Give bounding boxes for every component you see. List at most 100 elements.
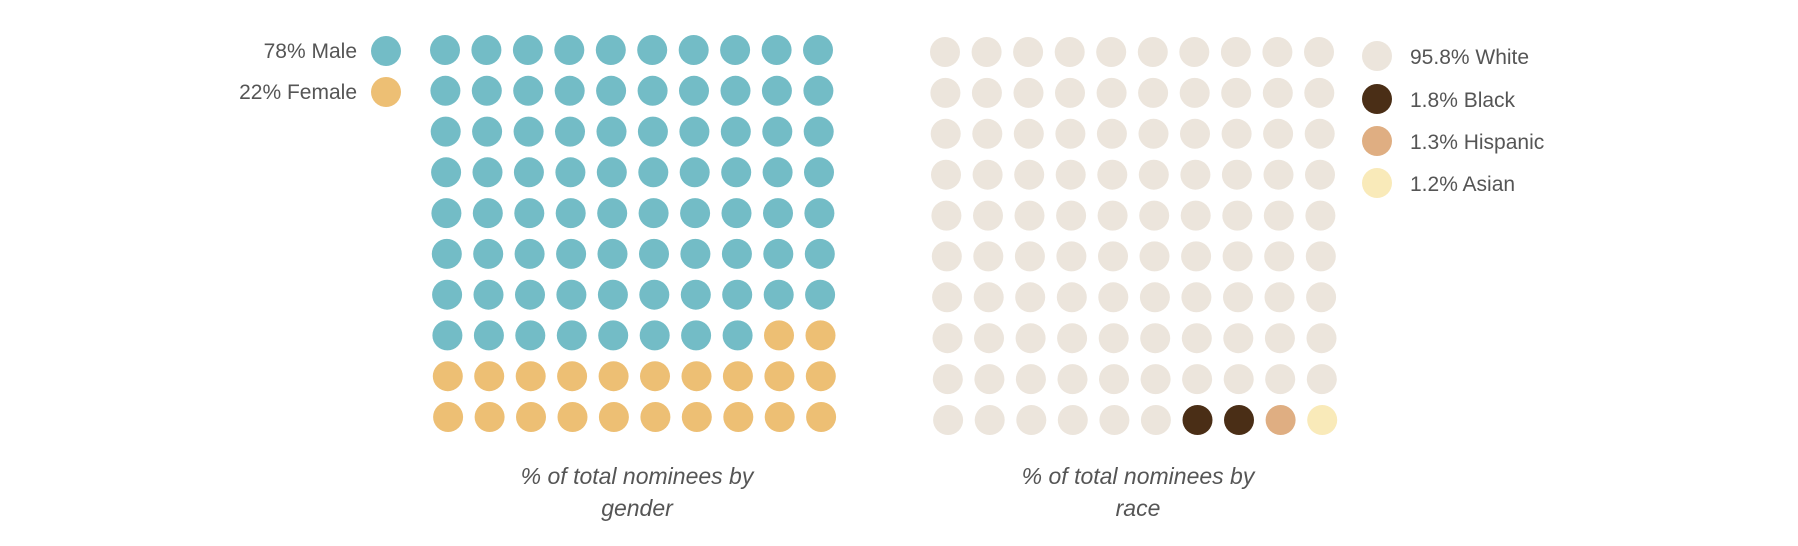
- race-dot-white: [1220, 37, 1251, 67]
- gender-dot-male: [720, 35, 751, 65]
- gender-dot-male: [762, 157, 793, 188]
- legend-swatch-hispanic: [1362, 126, 1392, 156]
- gender-dot-male: [763, 198, 793, 229]
- gender-dot-male: [597, 238, 628, 269]
- gender-dot-female: [806, 402, 837, 432]
- race-waffle-grid: [930, 37, 1338, 435]
- race-dot-white: [1098, 282, 1129, 313]
- race-dot-black: [1224, 405, 1254, 435]
- gender-dot-male: [762, 116, 793, 147]
- race-dot-white: [1056, 200, 1087, 231]
- legend-label-hispanic: 1.3% Hispanic: [1410, 131, 1544, 154]
- race-dot-white: [1305, 200, 1336, 231]
- gender-dot-male: [680, 238, 711, 269]
- race-dot-white: [1263, 159, 1294, 190]
- gender-dot-female: [640, 402, 671, 432]
- legend-label-white: 95.8% White: [1410, 46, 1529, 69]
- race-dot-white: [1223, 282, 1253, 313]
- gender-chart-caption-line2: gender: [601, 495, 674, 521]
- race-dot-white: [1096, 37, 1127, 67]
- race-dot-white: [1222, 200, 1253, 231]
- gender-dot-male: [514, 198, 545, 229]
- gender-dot-male: [512, 35, 543, 65]
- race-dot-white: [1097, 200, 1128, 231]
- race-dot-asian: [1307, 405, 1338, 435]
- gender-chart-caption-line1: % of total nominees by: [521, 463, 755, 489]
- race-dot-white: [1096, 77, 1127, 108]
- gender-dot-male: [804, 238, 835, 269]
- gender-dot-male: [637, 75, 668, 106]
- gender-dot-female: [557, 361, 588, 392]
- gender-dot-male: [761, 35, 792, 65]
- race-dot-white: [930, 118, 961, 149]
- gender-dot-male: [761, 75, 792, 106]
- gender-dot-male: [596, 116, 627, 147]
- gender-dot-female: [681, 361, 712, 392]
- gender-dot-male: [472, 116, 503, 147]
- gender-dot-male: [763, 279, 794, 310]
- race-dot-white: [1014, 241, 1045, 272]
- gender-dot-male: [637, 116, 668, 147]
- gender-dot-male: [722, 279, 753, 310]
- gender-dot-male: [432, 320, 463, 351]
- race-dot-white: [1138, 118, 1169, 149]
- gender-dot-female: [557, 402, 588, 432]
- race-dot-white: [1138, 159, 1169, 190]
- race-dot-white: [932, 323, 963, 354]
- gender-dot-female: [474, 361, 505, 392]
- gender-dot-male: [515, 279, 545, 310]
- gender-dot-male: [637, 35, 668, 65]
- gender-dot-male: [595, 35, 626, 65]
- race-dot-white: [972, 159, 1003, 190]
- gender-dot-male: [473, 320, 504, 351]
- race-dot-white: [1137, 37, 1168, 67]
- gender-dot-male: [472, 157, 503, 188]
- race-dot-white: [1056, 282, 1087, 313]
- race-dot-white: [1013, 118, 1044, 149]
- race-dot-white: [1264, 282, 1295, 313]
- gender-dot-male: [555, 116, 585, 147]
- race-dot-white: [1139, 200, 1170, 231]
- race-dot-white: [933, 405, 964, 435]
- race-dot-white: [1179, 37, 1210, 67]
- gender-dot-female: [516, 402, 546, 432]
- race-dot-white: [1262, 37, 1293, 67]
- race-dot-white: [1306, 282, 1337, 313]
- race-dot-white: [1265, 364, 1296, 395]
- legend-swatch-male: [371, 36, 401, 66]
- race-dot-white: [1304, 118, 1335, 149]
- gender-dot-male: [431, 198, 462, 229]
- gender-dot-male: [513, 157, 544, 188]
- gender-dot-female: [764, 402, 795, 432]
- gender-dot-male: [471, 35, 502, 65]
- gender-dot-male: [678, 35, 709, 65]
- gender-dot-male: [556, 320, 587, 351]
- gender-dot-male: [639, 320, 670, 351]
- gender-dot-male: [554, 35, 585, 65]
- gender-dot-female: [515, 361, 546, 392]
- race-dot-white: [1181, 323, 1212, 354]
- gender-dot-male: [763, 238, 794, 269]
- race-dot-white: [974, 405, 1005, 435]
- race-dot-white: [1140, 364, 1171, 395]
- gender-dot-male: [721, 198, 752, 229]
- race-dot-white: [932, 364, 963, 395]
- gender-dot-male: [431, 238, 462, 269]
- race-dot-white: [1221, 118, 1252, 149]
- gender-dot-male: [430, 35, 460, 65]
- race-dot-white: [1013, 37, 1044, 67]
- race-dot-white: [1264, 241, 1295, 272]
- gender-dot-male: [679, 157, 710, 188]
- gender-dot-male: [597, 279, 628, 310]
- race-dot-white: [1223, 364, 1254, 395]
- race-dot-white: [1015, 323, 1046, 354]
- race-dot-white: [1099, 364, 1129, 395]
- race-dot-white: [1262, 77, 1293, 108]
- gender-dot-male: [515, 320, 546, 351]
- legend-swatch-asian: [1362, 168, 1392, 198]
- race-dot-white: [973, 282, 1004, 313]
- race-dot-white: [930, 37, 960, 67]
- race-dot-white: [1098, 241, 1128, 272]
- race-dot-white: [1305, 241, 1336, 272]
